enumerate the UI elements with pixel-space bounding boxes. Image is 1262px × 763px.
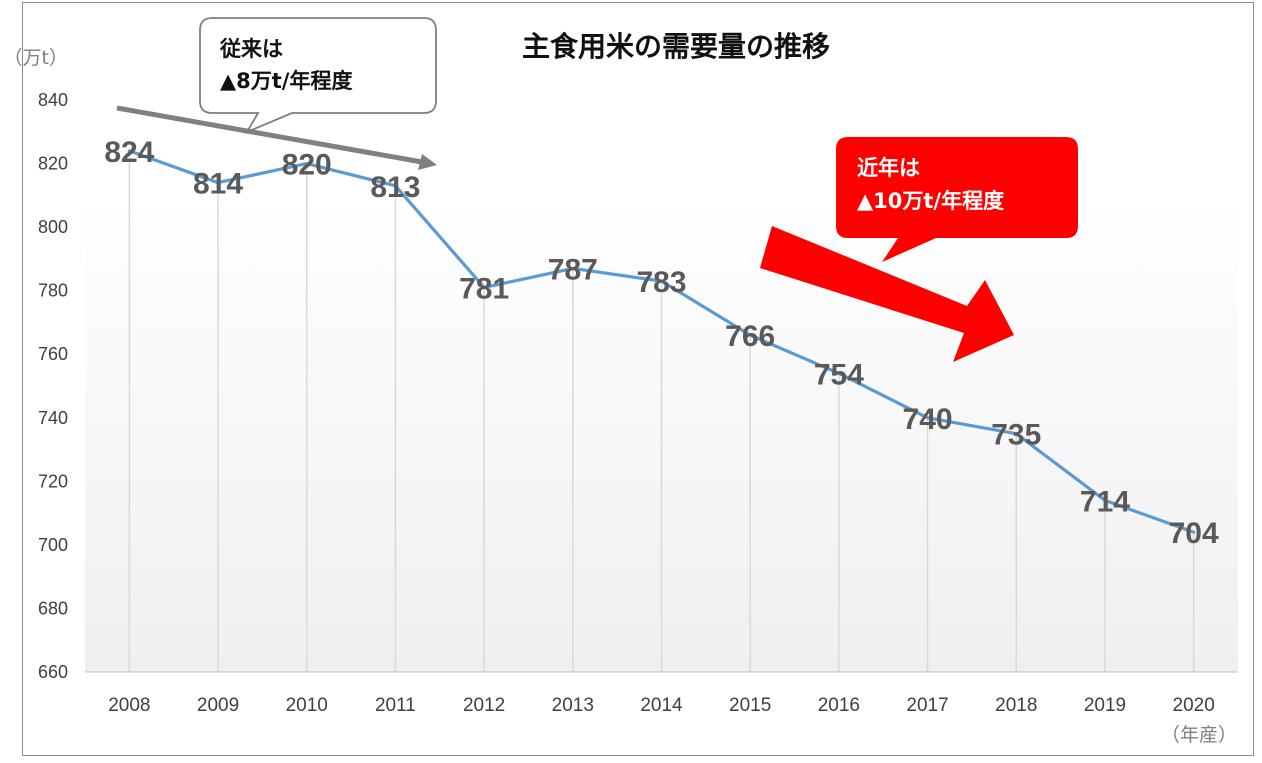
x-tick-label: 2009 xyxy=(197,695,239,716)
y-tick-label: 700 xyxy=(38,535,68,555)
data-label: 781 xyxy=(459,272,509,305)
data-label: 754 xyxy=(814,358,864,391)
x-tick-label: 2013 xyxy=(552,695,594,716)
series-line xyxy=(127,149,1196,534)
series-layer xyxy=(127,149,1196,534)
y-tick-labels: 660 680 700 720 740 760 780 800 820 840 xyxy=(38,90,68,682)
y-tick-label: 660 xyxy=(38,662,68,682)
past-callout-bubble xyxy=(199,17,437,134)
x-tick-label: 2017 xyxy=(906,695,948,716)
data-label: 824 xyxy=(104,136,154,169)
y-tick-label: 840 xyxy=(38,90,68,110)
y-tick-label: 760 xyxy=(38,344,68,364)
y-unit-label: （万t） xyxy=(4,47,68,69)
x-tick-label: 2018 xyxy=(995,695,1037,716)
past-trend-arrowhead xyxy=(418,154,437,170)
x-tick-label: 2015 xyxy=(729,695,771,716)
x-tick-label: 2012 xyxy=(463,695,505,716)
y-tick-label: 740 xyxy=(38,408,68,428)
recent-callout-bubble xyxy=(836,137,1078,262)
y-tick-label: 680 xyxy=(38,598,68,618)
data-label: 813 xyxy=(370,171,420,204)
data-label: 783 xyxy=(636,266,686,299)
y-tick-label: 800 xyxy=(38,217,68,237)
y-tick-label: 780 xyxy=(38,281,68,301)
gridlines xyxy=(128,150,1195,672)
data-labels: 824 814 820 813 781 787 783 766 754 740 735 714 704 xyxy=(104,136,1219,550)
past-callout-line1: 従来は xyxy=(219,37,283,61)
recent-callout-line1: 近年は xyxy=(857,156,920,180)
x-tick-label: 2010 xyxy=(286,695,328,716)
x-tick-labels: 2008 2009 2010 2011 2012 2013 2014 2015 2016 2017… xyxy=(108,695,1215,716)
chart-title: 主食用米の需要量の推移 xyxy=(522,30,830,63)
x-tick-label: 2016 xyxy=(818,695,860,716)
data-label: 740 xyxy=(903,403,953,436)
data-label: 820 xyxy=(282,149,332,182)
y-tick-label: 820 xyxy=(38,154,68,174)
data-label: 714 xyxy=(1080,485,1130,518)
data-label: 814 xyxy=(193,168,243,201)
data-label: 735 xyxy=(991,419,1041,452)
x-tick-label: 2011 xyxy=(375,695,416,716)
past-trend-arrow-shaft xyxy=(116,105,423,165)
data-label: 704 xyxy=(1169,517,1219,550)
recent-callout-line2: ▲10万t/年程度 xyxy=(857,189,1004,213)
past-callout-line2: ▲8万t/年程度 xyxy=(220,69,352,93)
data-label: 766 xyxy=(725,320,775,353)
x-tick-label: 2008 xyxy=(108,695,150,716)
data-label: 787 xyxy=(548,253,598,286)
y-tick-label: 720 xyxy=(38,471,68,491)
x-tick-label: 2019 xyxy=(1084,695,1126,716)
recent-trend-arrow xyxy=(760,226,1014,362)
x-tick-label: 2020 xyxy=(1173,695,1215,716)
x-unit-label: （年産） xyxy=(1161,724,1237,746)
x-tick-label: 2014 xyxy=(640,695,683,716)
